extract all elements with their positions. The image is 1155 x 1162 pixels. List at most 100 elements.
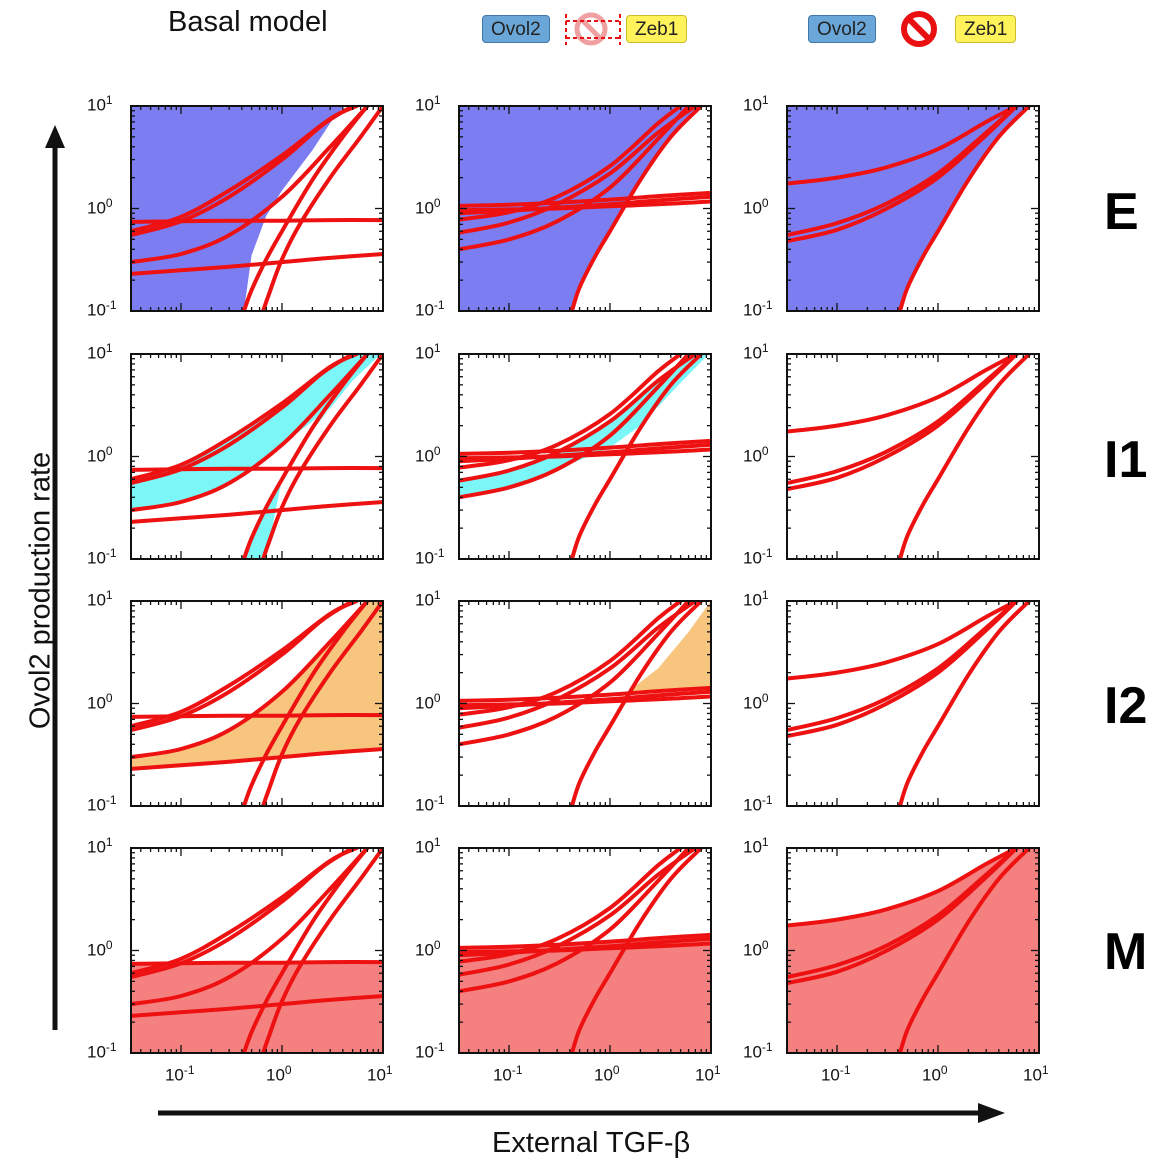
- y-tick-label: 100: [87, 443, 113, 466]
- panel-e-1: [130, 105, 384, 312]
- boundary-curve-7: [569, 106, 704, 311]
- x-tick-label: 10-1: [492, 1063, 523, 1085]
- panel-m-2: [458, 847, 712, 1054]
- col-title-basal: Basal model: [168, 6, 328, 38]
- y-tick-label: 100: [743, 937, 769, 960]
- y-tick-label: 10-1: [87, 793, 117, 815]
- y-tick-label: 10-1: [415, 793, 445, 815]
- panel-m-3: [786, 847, 1040, 1054]
- boundary-curve-4: [897, 601, 1032, 806]
- x-tick-label: 100: [921, 1063, 948, 1085]
- region-m: [787, 848, 1039, 1053]
- x-tick-label: 100: [265, 1063, 292, 1085]
- boundary-curve-7: [569, 848, 704, 1053]
- panel-i1-1: [130, 353, 384, 560]
- boundary-curve-5: [459, 848, 691, 994]
- panel-m-1: [130, 847, 384, 1054]
- y-tick-label: 101: [743, 588, 769, 610]
- boundary-curve-6: [241, 848, 370, 1053]
- boundary-curve-1: [459, 685, 711, 703]
- boundary-curve-5: [131, 106, 359, 234]
- row-label-e: E: [1104, 183, 1139, 241]
- boundary-curve-6: [241, 354, 370, 559]
- panel-i2-3: [786, 600, 1040, 807]
- y-tick-label: 100: [87, 195, 113, 218]
- boundary-curve-2: [131, 994, 383, 1018]
- y-tick-label: 100: [415, 937, 441, 960]
- x-tick-label: 101: [367, 1063, 393, 1085]
- x-tick-label: 101: [1023, 1063, 1049, 1085]
- boundary-curve-1: [787, 354, 1019, 434]
- y-tick-label: 100: [743, 195, 769, 218]
- y-tick-label: 10-1: [743, 1040, 773, 1062]
- boundary-curve-6: [459, 601, 683, 717]
- x-axis-title: External TGF-β: [492, 1127, 691, 1159]
- panel-e-2: [458, 105, 712, 312]
- x-tick-label: 100: [593, 1063, 620, 1085]
- boundary-curve-3: [131, 848, 370, 1007]
- y-tick-label: 101: [87, 588, 113, 610]
- boundary-curve-3: [787, 354, 1019, 492]
- y-tick-label: 10-1: [415, 298, 445, 320]
- region-e: [787, 106, 1032, 311]
- boundary-curve-2: [131, 252, 383, 276]
- y-tick-label: 10-1: [415, 1040, 445, 1062]
- boundary-curve-7: [569, 354, 704, 559]
- panel-i1-3: [786, 353, 1040, 560]
- boundary-curve-5: [131, 848, 359, 976]
- boundary-curve-6: [459, 848, 683, 964]
- y-tick-label: 10-1: [87, 1040, 117, 1062]
- boundary-curve-1: [459, 932, 711, 950]
- y-tick-label: 101: [87, 93, 113, 115]
- y-tick-label: 101: [743, 341, 769, 363]
- y-tick-label: 100: [415, 443, 441, 466]
- y-tick-label: 100: [743, 690, 769, 713]
- chip-zeb1-weakened: Zeb1: [626, 15, 688, 43]
- boundary-curve-1: [787, 106, 1019, 186]
- panel-i1-2: [458, 353, 712, 560]
- boundary-curve-5: [459, 106, 691, 252]
- boundary-curve-3: [131, 106, 370, 265]
- boundary-curve-4: [897, 106, 1032, 311]
- y-tick-label: 101: [743, 93, 769, 115]
- boundary-curve-3: [787, 106, 1019, 244]
- y-tick-label: 10-1: [87, 546, 117, 568]
- y-tick-label: 10-1: [743, 546, 773, 568]
- boundary-curve-5: [459, 601, 691, 747]
- boundary-curve-7: [261, 354, 383, 559]
- boundary-curve-7: [569, 601, 704, 806]
- chip-zeb1-removed: Zeb1: [955, 15, 1017, 43]
- boundary-curve-3: [131, 354, 370, 513]
- boundary-curve-3: [787, 601, 1019, 739]
- x-tick-label: 101: [695, 1063, 721, 1085]
- y-tick-label: 100: [415, 195, 441, 218]
- boundary-curve-4: [897, 354, 1032, 559]
- boundary-curve-2: [131, 747, 383, 771]
- boundary-curve-1: [787, 848, 1019, 928]
- y-tick-label: 101: [415, 341, 441, 363]
- boundary-curve-4: [459, 601, 698, 730]
- boundary-curve-7: [261, 601, 383, 806]
- y-axis-title: Ovol2 production rate: [24, 451, 57, 730]
- boundary-curve-4: [897, 848, 1032, 1053]
- chip-ovol2-weakened: Ovol2: [482, 15, 550, 43]
- row-label-i2: I2: [1104, 677, 1148, 735]
- panel-i2-2: [458, 600, 712, 807]
- boundary-curve-1: [459, 190, 711, 208]
- boundary-curve-7: [261, 106, 383, 311]
- boundary-curve-6: [459, 354, 683, 470]
- region-m: [459, 934, 711, 1053]
- y-tick-label: 10-1: [87, 298, 117, 320]
- boundary-curve-3: [131, 601, 370, 760]
- boundary-curve-5: [131, 601, 359, 729]
- x-tick-label: 10-1: [164, 1063, 195, 1085]
- boundary-curve-4: [459, 848, 698, 977]
- boundary-curve-1: [459, 438, 711, 456]
- y-tick-label: 101: [743, 835, 769, 857]
- y-tick-label: 100: [87, 690, 113, 713]
- y-axis-arrowhead: [45, 125, 65, 148]
- weakened-inhibition-icon: [565, 12, 621, 46]
- row-label-i1: I1: [1104, 431, 1148, 489]
- y-tick-label: 100: [415, 690, 441, 713]
